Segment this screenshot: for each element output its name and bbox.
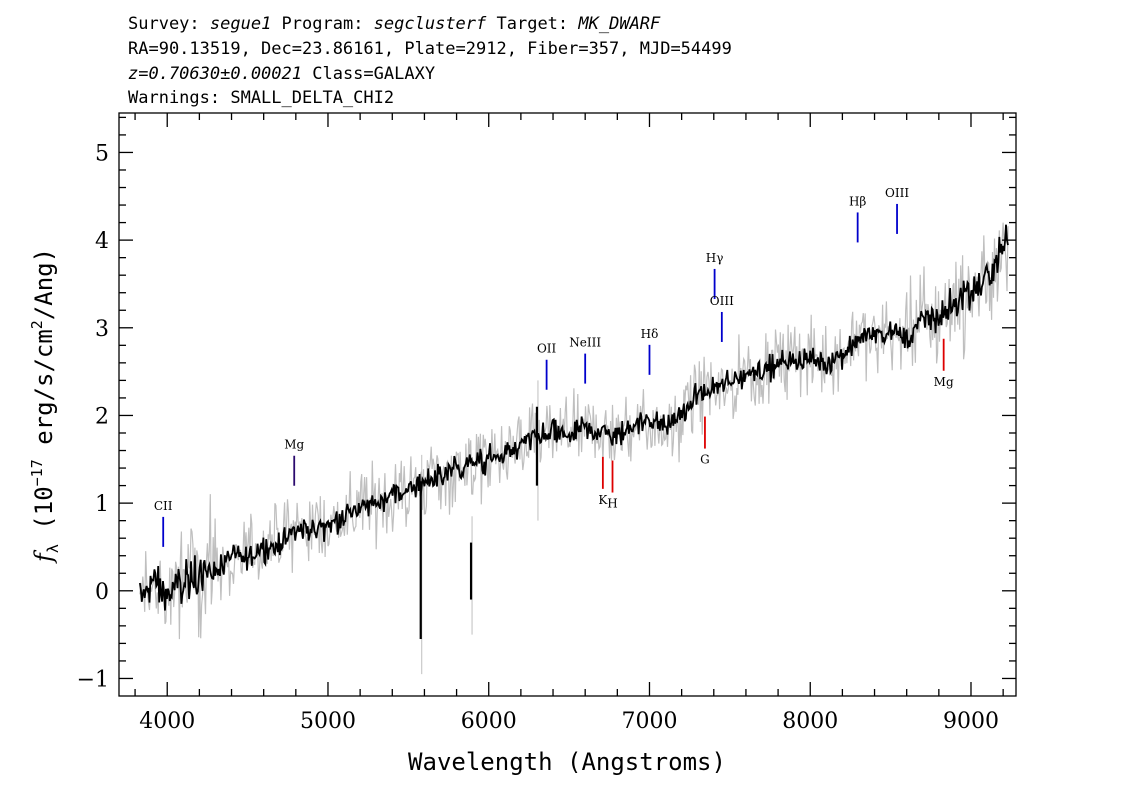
x-tick-label: 7000 xyxy=(621,709,677,734)
flux-trace xyxy=(139,224,1009,611)
x-tick-label: 9000 xyxy=(943,709,999,734)
flux-series xyxy=(139,224,1009,640)
axis-tick-labels: 4000 5000 6000 7000 8000 9000 −1 0 1 2 3 4 5 xyxy=(77,141,999,734)
noise-band xyxy=(139,222,1009,675)
x-tick-label: 5000 xyxy=(300,709,356,734)
emission-line-label: OIII xyxy=(710,294,734,308)
emission-line-label: Mg xyxy=(284,438,304,452)
absorption-line-label: K xyxy=(598,493,608,507)
absorption-line-label: H xyxy=(607,497,617,511)
header-line-warnings: Warnings: SMALL_DELTA_CHI2 xyxy=(128,88,394,108)
spectral-line-markers: CII Mg OII NeIII Hδ Hγ OIII Hβ OIII K H G Mg xyxy=(154,186,954,547)
y-tick-label: −1 xyxy=(77,667,109,692)
y-tick-label: 0 xyxy=(95,580,109,605)
y-tick-label: 5 xyxy=(95,141,109,166)
y-tick-label: 3 xyxy=(95,317,109,342)
x-tick-label: 6000 xyxy=(461,709,517,734)
emission-line-label: Hγ xyxy=(706,251,724,265)
y-tick-label: 2 xyxy=(95,404,109,429)
x-tick-label: 4000 xyxy=(139,709,195,734)
noise-trace xyxy=(139,222,1009,640)
y-tick-label: 4 xyxy=(95,229,109,254)
emission-line-label: OII xyxy=(537,342,557,356)
emission-line-label: CII xyxy=(154,499,173,513)
absorption-line-label: G xyxy=(700,453,710,467)
absorption-line-label: Mg xyxy=(934,375,954,389)
header-line-coordinates: RA=90.13519, Dec=23.86161, Plate=2912, F… xyxy=(128,39,732,59)
emission-line-label: Hδ xyxy=(641,327,659,341)
emission-line-label: OIII xyxy=(885,186,909,200)
axis-ticks xyxy=(119,113,1016,696)
x-tick-label: 8000 xyxy=(782,709,838,734)
y-axis-label: fλ (10−17 erg/s/cm2/Ang) xyxy=(28,248,62,564)
x-axis-label: Wavelength (Angstroms) xyxy=(408,748,726,776)
y-tick-label: 1 xyxy=(95,492,109,517)
header-line-redshift: z=0.70630±0.00021 Class=GALAXY xyxy=(128,64,435,84)
emission-line-label: NeIII xyxy=(569,336,601,350)
header-line-survey: Survey: segue1 Program: segclusterf Targ… xyxy=(128,14,661,34)
emission-line-label: Hβ xyxy=(849,194,866,208)
plot-frame xyxy=(118,112,1017,697)
